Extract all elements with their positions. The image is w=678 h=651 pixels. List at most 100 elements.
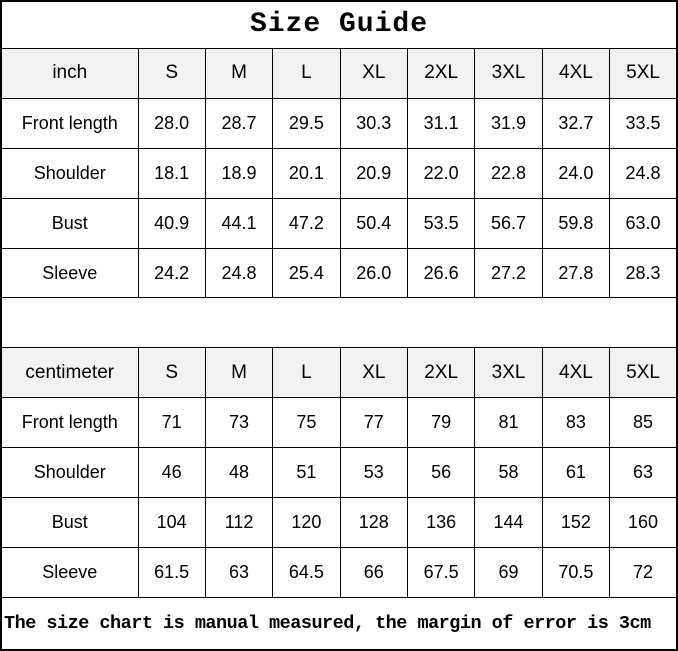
value-cell: 33.5	[609, 97, 678, 149]
size-header: L	[272, 347, 341, 399]
size-header: 2XL	[406, 347, 476, 399]
value-cell: 18.9	[204, 147, 274, 199]
value-cell: 67.5	[406, 547, 476, 599]
row-label: Front length	[0, 97, 139, 149]
value-cell: 31.9	[474, 97, 543, 149]
value-cell: 29.5	[272, 97, 341, 149]
value-cell: 22.8	[474, 147, 543, 199]
value-cell: 47.2	[272, 197, 341, 249]
row-label: Front length	[0, 397, 139, 449]
spacer-row	[0, 297, 678, 349]
row-label: Shoulder	[0, 147, 139, 199]
row-label: Sleeve	[0, 247, 139, 299]
value-cell: 31.1	[406, 97, 476, 149]
value-cell: 63.0	[609, 197, 678, 249]
value-cell: 25.4	[272, 247, 341, 299]
value-cell: 152	[541, 497, 611, 549]
value-cell: 81	[474, 397, 543, 449]
centimeter-header-row: centimeter S M L XL 2XL 3XL 4XL 5XL	[0, 347, 678, 399]
value-cell: 75	[272, 397, 341, 449]
value-cell: 71	[137, 397, 206, 449]
size-header: 3XL	[474, 47, 543, 99]
size-header: 5XL	[609, 347, 678, 399]
value-cell: 18.1	[137, 147, 206, 199]
value-cell: 61.5	[137, 547, 206, 599]
value-cell: 26.0	[339, 247, 409, 299]
value-cell: 144	[474, 497, 543, 549]
size-header: 4XL	[541, 347, 611, 399]
value-cell: 51	[272, 447, 341, 499]
table-row: Front length 28.0 28.7 29.5 30.3 31.1 31…	[0, 97, 678, 149]
size-header: L	[272, 47, 341, 99]
value-cell: 63	[609, 447, 678, 499]
value-cell: 63	[204, 547, 274, 599]
value-cell: 24.2	[137, 247, 206, 299]
value-cell: 20.9	[339, 147, 409, 199]
value-cell: 61	[541, 447, 611, 499]
table-row: Bust 104 112 120 128 136 144 152 160	[0, 497, 678, 549]
value-cell: 160	[609, 497, 678, 549]
value-cell: 128	[339, 497, 409, 549]
size-header: XL	[339, 347, 409, 399]
value-cell: 79	[406, 397, 476, 449]
unit-label-centimeter: centimeter	[0, 347, 139, 399]
table-row: Sleeve 24.2 24.8 25.4 26.0 26.6 27.2 27.…	[0, 247, 678, 299]
size-header: 3XL	[474, 347, 543, 399]
value-cell: 56	[406, 447, 476, 499]
value-cell: 104	[137, 497, 206, 549]
size-header: S	[137, 347, 206, 399]
value-cell: 28.3	[609, 247, 678, 299]
value-cell: 56.7	[474, 197, 543, 249]
value-cell: 24.8	[609, 147, 678, 199]
size-header: M	[204, 347, 274, 399]
value-cell: 53.5	[406, 197, 476, 249]
row-label: Bust	[0, 497, 139, 549]
size-header: XL	[339, 47, 409, 99]
size-header: 5XL	[609, 47, 678, 99]
value-cell: 66	[339, 547, 409, 599]
value-cell: 24.8	[204, 247, 274, 299]
value-cell: 48	[204, 447, 274, 499]
value-cell: 69	[474, 547, 543, 599]
table-row: Shoulder 18.1 18.9 20.1 20.9 22.0 22.8 2…	[0, 147, 678, 199]
value-cell: 28.0	[137, 97, 206, 149]
value-cell: 72	[609, 547, 678, 599]
value-cell: 83	[541, 397, 611, 449]
value-cell: 120	[272, 497, 341, 549]
footer-note: The size chart is manual measured, the m…	[0, 597, 678, 651]
table-row: Sleeve 61.5 63 64.5 66 67.5 69 70.5 72	[0, 547, 678, 599]
value-cell: 26.6	[406, 247, 476, 299]
value-cell: 27.8	[541, 247, 611, 299]
row-label: Sleeve	[0, 547, 139, 599]
value-cell: 58	[474, 447, 543, 499]
table-row: Bust 40.9 44.1 47.2 50.4 53.5 56.7 59.8 …	[0, 197, 678, 249]
value-cell: 64.5	[272, 547, 341, 599]
size-header: M	[204, 47, 274, 99]
page-title: Size Guide	[0, 0, 678, 49]
value-cell: 27.2	[474, 247, 543, 299]
unit-label-inch: inch	[0, 47, 139, 99]
size-header: S	[137, 47, 206, 99]
value-cell: 50.4	[339, 197, 409, 249]
value-cell: 53	[339, 447, 409, 499]
row-label: Bust	[0, 197, 139, 249]
value-cell: 30.3	[339, 97, 409, 149]
inch-header-row: inch S M L XL 2XL 3XL 4XL 5XL	[0, 47, 678, 99]
table-row: Shoulder 46 48 51 53 56 58 61 63	[0, 447, 678, 499]
value-cell: 20.1	[272, 147, 341, 199]
value-cell: 70.5	[541, 547, 611, 599]
row-label: Shoulder	[0, 447, 139, 499]
size-header: 2XL	[406, 47, 476, 99]
value-cell: 77	[339, 397, 409, 449]
value-cell: 22.0	[406, 147, 476, 199]
value-cell: 112	[204, 497, 274, 549]
value-cell: 46	[137, 447, 206, 499]
value-cell: 44.1	[204, 197, 274, 249]
table-row: Front length 71 73 75 77 79 81 83 85	[0, 397, 678, 449]
value-cell: 136	[406, 497, 476, 549]
size-header: 4XL	[541, 47, 611, 99]
value-cell: 73	[204, 397, 274, 449]
value-cell: 85	[609, 397, 678, 449]
